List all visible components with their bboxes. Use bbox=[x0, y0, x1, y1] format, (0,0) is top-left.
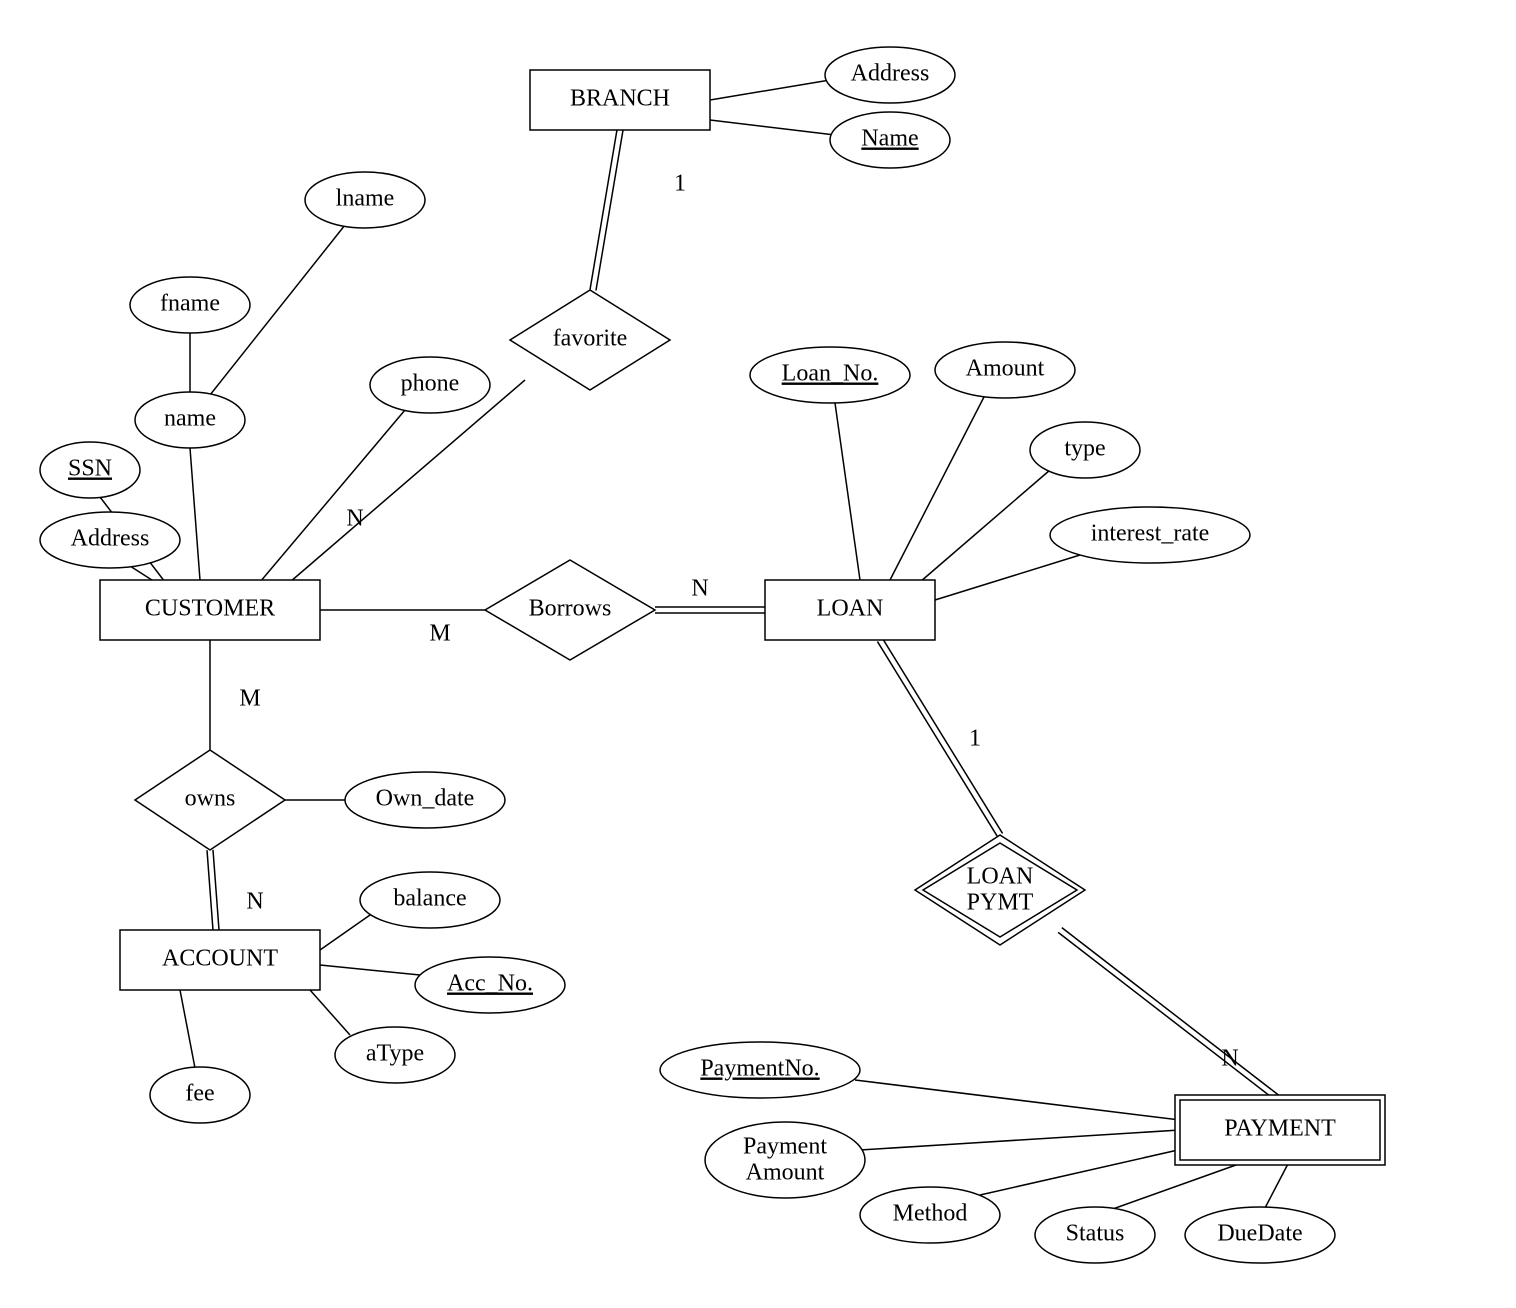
edge bbox=[310, 990, 350, 1035]
edge bbox=[860, 1130, 1180, 1150]
attr-label: type bbox=[1064, 436, 1105, 462]
edge bbox=[935, 555, 1080, 600]
attr-label: Address bbox=[851, 61, 930, 87]
rel-label: owns bbox=[185, 786, 236, 812]
edge bbox=[890, 395, 985, 580]
attr-label: SSN bbox=[68, 456, 112, 482]
edge bbox=[710, 120, 835, 135]
edge bbox=[320, 965, 420, 975]
edge bbox=[213, 850, 219, 930]
rel-label: Borrows bbox=[529, 596, 612, 622]
rel-label: LOAN bbox=[967, 864, 1034, 890]
cardinality-borrows_N: N bbox=[691, 576, 708, 602]
edge bbox=[207, 850, 213, 930]
edge bbox=[1062, 928, 1282, 1098]
cardinality-borrows_M: M bbox=[429, 621, 450, 647]
edge bbox=[710, 80, 830, 100]
entity-label: PAYMENT bbox=[1224, 1116, 1336, 1142]
rel-label: favorite bbox=[553, 326, 628, 352]
attr-label: fname bbox=[160, 291, 220, 317]
attr-label: Status bbox=[1066, 1221, 1125, 1247]
edge bbox=[835, 403, 860, 580]
cardinality-fav_branch_1: 1 bbox=[674, 171, 686, 197]
cardinality-pymt_1: 1 bbox=[969, 726, 981, 752]
entity-label: CUSTOMER bbox=[145, 596, 275, 622]
attr-label: Payment bbox=[743, 1134, 827, 1160]
edge bbox=[1110, 1160, 1250, 1210]
edge bbox=[1058, 932, 1278, 1102]
attr-label: Method bbox=[893, 1201, 968, 1227]
edge bbox=[180, 990, 195, 1068]
attr-label: Amount bbox=[966, 356, 1045, 382]
attr-label: Acc_No. bbox=[447, 971, 533, 997]
attr-label: name bbox=[164, 406, 216, 432]
attr-label: Own_date bbox=[376, 786, 475, 812]
edge bbox=[320, 915, 370, 950]
entity-label: BRANCH bbox=[570, 86, 670, 112]
edge bbox=[855, 1080, 1180, 1120]
attr-label: aType bbox=[366, 1041, 424, 1067]
edge bbox=[590, 130, 617, 290]
edge bbox=[1265, 1160, 1290, 1208]
attr-label: balance bbox=[393, 886, 466, 912]
edge bbox=[980, 1145, 1200, 1195]
cardinality-owns_N: N bbox=[246, 889, 263, 915]
attr-label: Loan_No. bbox=[782, 361, 879, 387]
er-diagram: Address Name lname fname name SSN Address phone… bbox=[0, 0, 1516, 1308]
attr-label: phone bbox=[401, 371, 460, 397]
attr-label: DueDate bbox=[1217, 1221, 1302, 1247]
edge bbox=[920, 470, 1050, 582]
edge bbox=[260, 410, 405, 582]
entity-label: ACCOUNT bbox=[162, 946, 278, 972]
edge bbox=[883, 638, 1003, 833]
cardinality-pymt_N: N bbox=[1221, 1046, 1238, 1072]
attr-label: lname bbox=[336, 186, 395, 212]
attr-label: interest_rate bbox=[1091, 521, 1210, 547]
attr-label: Name bbox=[861, 126, 918, 152]
cardinality-owns_M: M bbox=[239, 686, 260, 712]
entity-label: LOAN bbox=[817, 596, 884, 622]
cardinality-fav_cust_N: N bbox=[346, 506, 363, 532]
edge bbox=[190, 448, 200, 580]
attr-label: PaymentNo. bbox=[700, 1056, 819, 1082]
attr-label: Address bbox=[71, 526, 150, 552]
edge bbox=[596, 130, 623, 290]
attr-label: Amount bbox=[746, 1160, 825, 1186]
rel-label: PYMT bbox=[967, 890, 1034, 916]
attr-label: fee bbox=[185, 1081, 214, 1107]
